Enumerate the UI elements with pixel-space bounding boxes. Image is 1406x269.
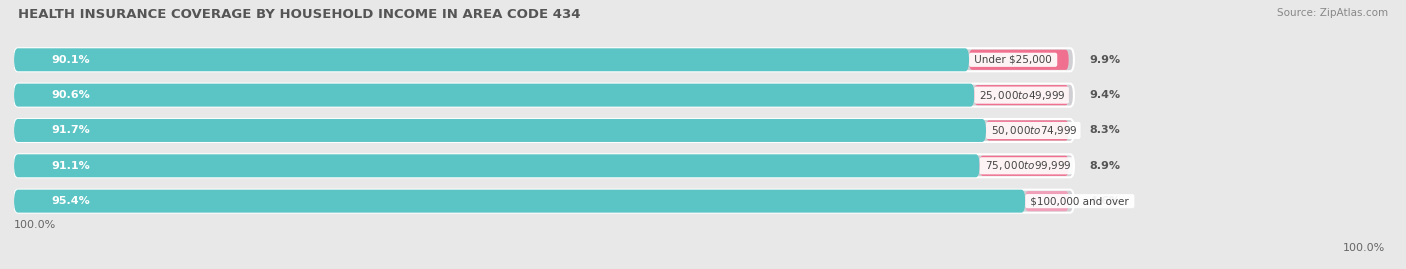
- FancyBboxPatch shape: [980, 156, 1069, 176]
- Text: Under $25,000: Under $25,000: [972, 55, 1054, 65]
- Text: 90.6%: 90.6%: [51, 90, 90, 100]
- Text: 90.1%: 90.1%: [51, 55, 90, 65]
- Text: HEALTH INSURANCE COVERAGE BY HOUSEHOLD INCOME IN AREA CODE 434: HEALTH INSURANCE COVERAGE BY HOUSEHOLD I…: [18, 8, 581, 21]
- FancyBboxPatch shape: [14, 84, 1074, 107]
- FancyBboxPatch shape: [969, 50, 1069, 70]
- Text: 100.0%: 100.0%: [14, 220, 56, 229]
- Text: 8.3%: 8.3%: [1090, 125, 1121, 136]
- Text: $50,000 to $74,999: $50,000 to $74,999: [988, 124, 1078, 137]
- Text: 8.9%: 8.9%: [1090, 161, 1121, 171]
- FancyBboxPatch shape: [14, 84, 974, 107]
- FancyBboxPatch shape: [974, 85, 1069, 105]
- FancyBboxPatch shape: [14, 48, 1074, 71]
- FancyBboxPatch shape: [14, 48, 969, 71]
- FancyBboxPatch shape: [14, 190, 1074, 213]
- FancyBboxPatch shape: [1025, 191, 1069, 211]
- FancyBboxPatch shape: [14, 119, 986, 142]
- Text: $100,000 and over: $100,000 and over: [1028, 196, 1132, 206]
- Text: 4.6%: 4.6%: [1090, 196, 1121, 206]
- FancyBboxPatch shape: [14, 154, 980, 177]
- Text: Source: ZipAtlas.com: Source: ZipAtlas.com: [1277, 8, 1388, 18]
- FancyBboxPatch shape: [14, 119, 1074, 142]
- Text: 9.4%: 9.4%: [1090, 90, 1121, 100]
- Text: 91.1%: 91.1%: [51, 161, 90, 171]
- Text: 91.7%: 91.7%: [51, 125, 90, 136]
- FancyBboxPatch shape: [986, 121, 1069, 140]
- FancyBboxPatch shape: [14, 154, 1074, 177]
- Text: 95.4%: 95.4%: [51, 196, 90, 206]
- Text: $25,000 to $49,999: $25,000 to $49,999: [976, 89, 1067, 102]
- Text: 100.0%: 100.0%: [1343, 243, 1385, 253]
- FancyBboxPatch shape: [14, 190, 1025, 213]
- Text: 9.9%: 9.9%: [1090, 55, 1121, 65]
- Text: $75,000 to $99,999: $75,000 to $99,999: [981, 159, 1073, 172]
